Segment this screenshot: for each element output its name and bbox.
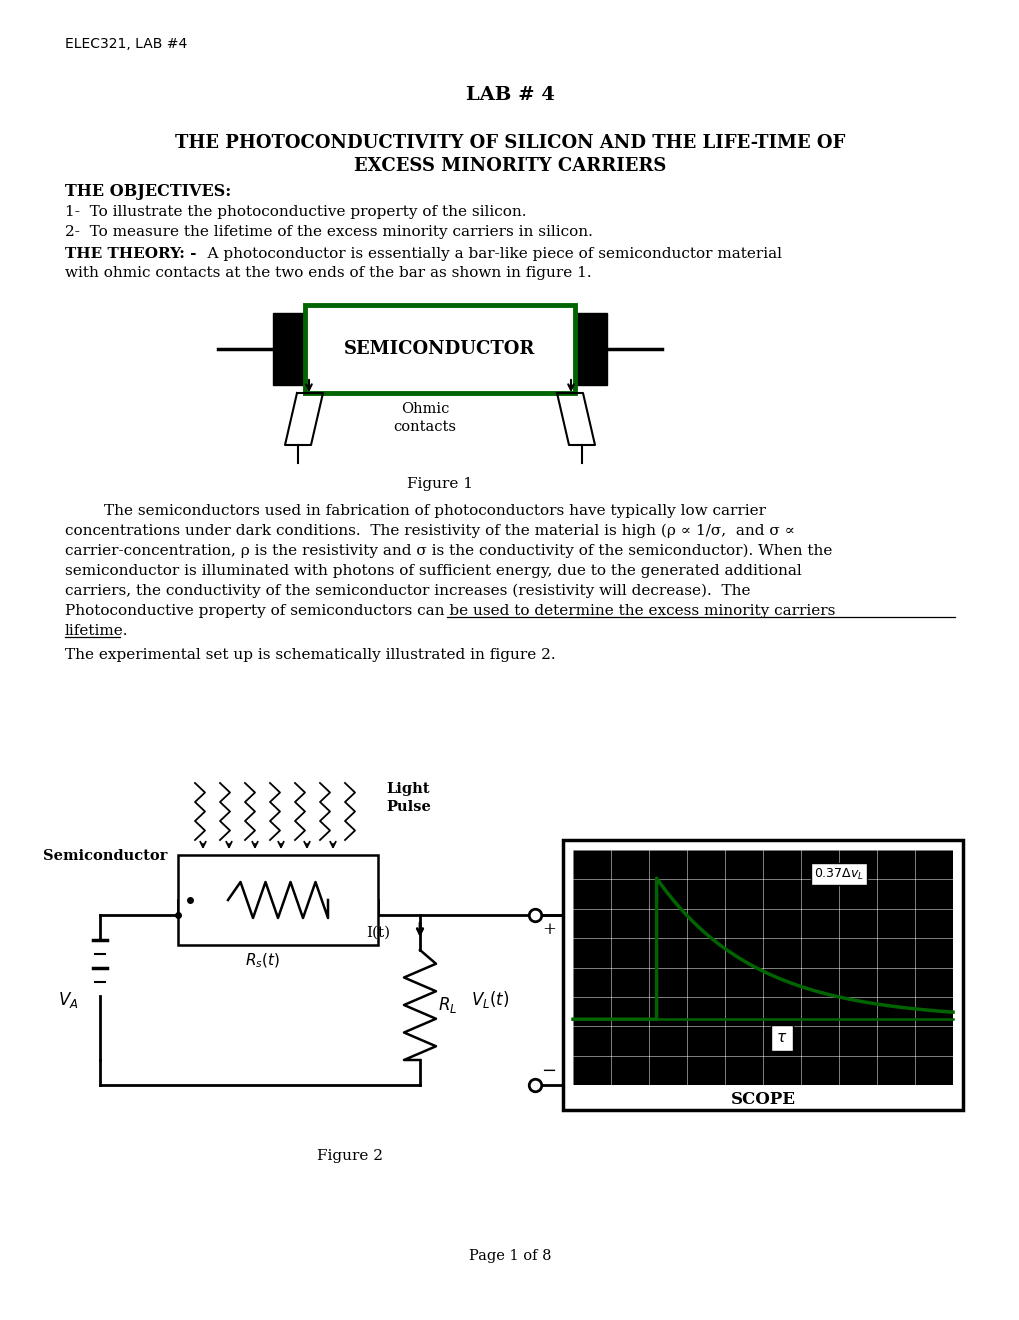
Text: $R_L$: $R_L$ <box>438 995 458 1015</box>
Text: $V_A$: $V_A$ <box>58 990 78 1010</box>
Text: 2-  To measure the lifetime of the excess minority carriers in silicon.: 2- To measure the lifetime of the excess… <box>65 224 592 239</box>
Text: carriers, the conductivity of the semiconductor increases (resistivity will decr: carriers, the conductivity of the semico… <box>65 583 750 598</box>
Text: concentrations under dark conditions.  The resistivity of the material is high (: concentrations under dark conditions. Th… <box>65 524 794 539</box>
Bar <box>573 313 606 385</box>
Text: +: + <box>541 920 555 937</box>
Text: Figure 2: Figure 2 <box>317 1148 382 1163</box>
Text: semiconductor is illuminated with photons of sufficient energy, due to the gener: semiconductor is illuminated with photon… <box>65 564 801 578</box>
Text: EXCESS MINORITY CARRIERS: EXCESS MINORITY CARRIERS <box>354 157 665 176</box>
Bar <box>178 855 378 945</box>
Text: Pulse: Pulse <box>385 800 430 814</box>
Text: $R_s(t)$: $R_s(t)$ <box>246 952 280 970</box>
Text: with ohmic contacts at the two ends of the bar as shown in figure 1.: with ohmic contacts at the two ends of t… <box>65 267 591 280</box>
Bar <box>562 840 962 1110</box>
Text: THE PHOTOCONDUCTIVITY OF SILICON AND THE LIFE-TIME OF: THE PHOTOCONDUCTIVITY OF SILICON AND THE… <box>174 135 845 152</box>
Text: LAB # 4: LAB # 4 <box>465 86 554 104</box>
Text: THE OBJECTIVES:: THE OBJECTIVES: <box>65 183 231 201</box>
Text: Page 1 of 8: Page 1 of 8 <box>469 1249 550 1263</box>
Text: SCOPE: SCOPE <box>730 1092 795 1109</box>
Text: Photoconductive property of semiconductors can be used to determine the excess m: Photoconductive property of semiconducto… <box>65 605 835 618</box>
Text: Ohmic: Ohmic <box>400 403 448 416</box>
Text: A photoconductor is essentially a bar-like piece of semiconductor material: A photoconductor is essentially a bar-li… <box>187 247 782 261</box>
Text: I(t): I(t) <box>366 927 389 940</box>
Text: carrier-concentration, ρ is the resistivity and σ is the conductivity of the sem: carrier-concentration, ρ is the resistiv… <box>65 544 832 558</box>
Text: $V_L(t)$: $V_L(t)$ <box>471 990 508 1011</box>
Text: THE THEORY: -: THE THEORY: - <box>65 247 197 261</box>
Text: Light: Light <box>385 781 429 796</box>
Bar <box>573 850 952 1085</box>
Text: ELEC321, LAB #4: ELEC321, LAB #4 <box>65 37 187 51</box>
Text: −: − <box>541 1063 556 1080</box>
Text: The experimental set up is schematically illustrated in figure 2.: The experimental set up is schematically… <box>65 648 555 663</box>
Bar <box>273 313 307 385</box>
Bar <box>305 305 575 393</box>
Text: Semiconductor: Semiconductor <box>43 849 167 863</box>
Text: Figure 1: Figure 1 <box>407 477 473 491</box>
Text: $\tau$: $\tau$ <box>775 1031 787 1045</box>
Text: $0.37\Delta v_L$: $0.37\Delta v_L$ <box>813 866 863 882</box>
Text: contacts: contacts <box>393 420 457 434</box>
Text: lifetime.: lifetime. <box>65 624 128 638</box>
Text: 1-  To illustrate the photoconductive property of the silicon.: 1- To illustrate the photoconductive pro… <box>65 205 526 219</box>
Text: The semiconductors used in fabrication of photoconductors have typically low car: The semiconductors used in fabrication o… <box>65 504 765 517</box>
Text: SEMICONDUCTOR: SEMICONDUCTOR <box>344 341 535 358</box>
